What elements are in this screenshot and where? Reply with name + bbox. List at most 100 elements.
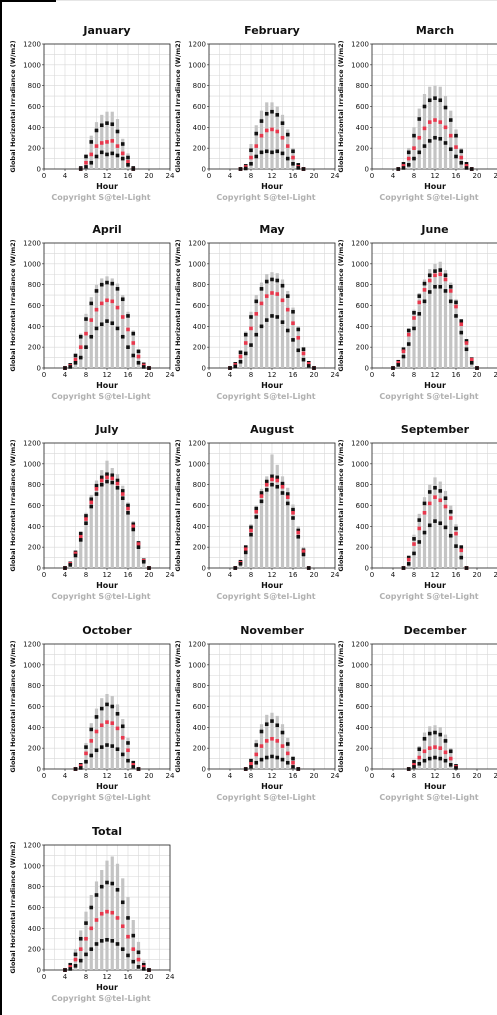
bar-max: [89, 895, 93, 970]
point-high: [249, 525, 253, 530]
y-tick-label: 200: [193, 145, 206, 153]
y-tick-label: 800: [28, 481, 41, 489]
bar-max: [89, 297, 93, 368]
point-low: [291, 338, 295, 342]
bar-max: [115, 474, 120, 568]
point-high: [99, 475, 104, 480]
x-tick-label: 12: [268, 371, 277, 379]
point-mean: [99, 301, 104, 306]
point-low: [99, 939, 104, 943]
x-axis-label: Hour: [261, 581, 283, 590]
point-low: [401, 166, 406, 170]
point-mean: [406, 332, 411, 337]
y-tick-label: 400: [356, 724, 369, 732]
x-tick-label: 20: [473, 371, 482, 379]
point-low: [115, 153, 120, 158]
y-tick-label: 600: [356, 703, 369, 711]
x-tick-label: 12: [103, 772, 112, 780]
bar-max: [443, 490, 448, 568]
point-high: [254, 743, 259, 747]
x-tick-label: 24: [494, 172, 497, 180]
point-high: [459, 319, 464, 323]
point-mean: [406, 557, 411, 562]
y-tick-label: 1000: [188, 460, 206, 468]
x-tick-label: 12: [103, 172, 112, 180]
point-low: [84, 165, 88, 169]
point-mean: [438, 746, 443, 750]
point-low: [84, 759, 88, 764]
point-mean: [454, 531, 458, 536]
point-high: [131, 933, 136, 938]
point-mean: [89, 500, 94, 505]
point-high: [275, 475, 280, 480]
y-tick-label: 1200: [188, 41, 206, 49]
point-high: [270, 474, 274, 479]
point-low: [464, 347, 469, 352]
x-axis-label: Hour: [96, 182, 118, 191]
point-low: [301, 357, 306, 362]
point-low: [131, 959, 136, 964]
point-mean: [448, 516, 453, 520]
chart-total: Total 0 200 400 600 800 1000 1200 0 4 8 12 16 20 24 Hou…: [9, 825, 175, 1003]
x-tick-label: 12: [431, 772, 440, 780]
point-low: [89, 160, 94, 165]
point-mean: [280, 298, 285, 303]
point-high: [417, 117, 422, 121]
point-high: [291, 507, 295, 512]
y-tick-label: 1000: [188, 260, 206, 268]
point-low: [243, 550, 248, 555]
point-high: [105, 280, 109, 285]
x-tick-label: 16: [124, 571, 133, 579]
point-low: [63, 968, 67, 972]
copyright-text: Copyright S@tel-Light: [216, 592, 315, 601]
point-low: [433, 284, 437, 289]
point-high: [78, 334, 83, 339]
point-mean: [433, 745, 437, 749]
x-tick-label: 12: [268, 571, 277, 579]
point-low: [94, 492, 99, 496]
x-tick-label: 12: [268, 172, 277, 180]
point-low: [131, 167, 136, 171]
point-high: [120, 297, 125, 302]
bar-max: [79, 333, 83, 368]
y-axis-label: Global Horizontal Irradiance (W/m2): [174, 439, 182, 571]
point-mean: [422, 288, 427, 292]
bar-max: [270, 454, 274, 568]
point-low: [438, 756, 443, 761]
chart-august: August 0 200 400 600 800 1000 1200 0 4 8 12 16 20 24 Ho…: [174, 423, 340, 601]
point-mean: [270, 477, 274, 482]
x-tick-label: 0: [42, 571, 46, 579]
point-high: [464, 161, 469, 166]
point-mean: [141, 965, 146, 969]
chart-january: January 0 200 400 600 800 1000 1200 0 4 8 12 16 20 24 H…: [9, 24, 175, 202]
point-high: [99, 706, 104, 711]
point-high: [89, 301, 94, 306]
point-low: [443, 525, 448, 530]
bar-max: [94, 284, 99, 368]
chart-title: Total: [92, 825, 122, 838]
point-mean: [443, 750, 448, 755]
point-high: [443, 496, 448, 501]
point-high: [243, 545, 248, 549]
x-tick-label: 8: [84, 172, 88, 180]
x-tick-label: 24: [331, 371, 340, 379]
point-mean: [68, 965, 73, 969]
x-tick-label: 0: [42, 371, 46, 379]
bar-max: [105, 460, 109, 568]
y-tick-label: 200: [356, 745, 369, 753]
x-tick-label: 24: [331, 571, 340, 579]
x-tick-label: 4: [228, 772, 233, 780]
point-mean: [89, 739, 94, 743]
chart-title: August: [250, 423, 294, 436]
x-tick-label: 20: [473, 571, 482, 579]
point-high: [99, 884, 104, 889]
point-low: [110, 939, 115, 943]
y-tick-label: 0: [37, 766, 41, 774]
point-high: [254, 299, 259, 304]
bar-max: [417, 293, 421, 368]
point-low: [401, 566, 406, 570]
point-mean: [454, 304, 458, 309]
point-mean: [249, 326, 253, 331]
bar-max: [110, 468, 114, 568]
bar-max: [412, 534, 416, 568]
